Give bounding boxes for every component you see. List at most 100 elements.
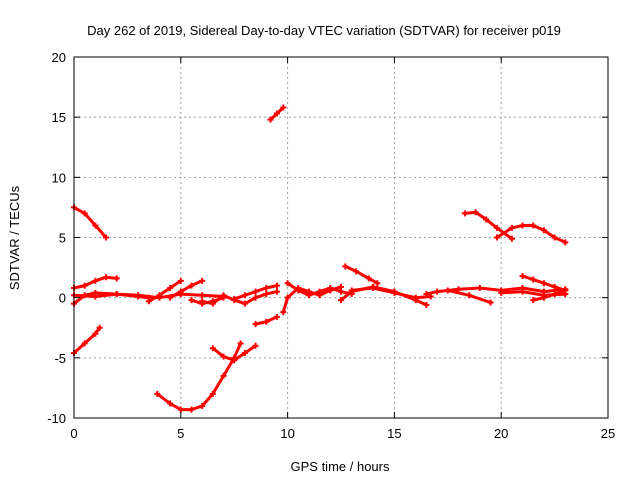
data-point bbox=[472, 209, 479, 216]
data-point bbox=[237, 340, 244, 347]
series-arc-1 bbox=[71, 204, 110, 241]
data-point bbox=[519, 273, 526, 280]
ticks: 0 5 10 15 20 25 -10 -5 0 5 10 15 20 bbox=[47, 50, 615, 441]
data-point bbox=[263, 318, 270, 325]
data-point bbox=[423, 291, 430, 298]
y-axis-label: SDTVAR / TECUs bbox=[7, 185, 22, 290]
series-arc-26 bbox=[530, 287, 569, 304]
data-point bbox=[551, 234, 558, 241]
series-arc-3 bbox=[71, 274, 120, 292]
data-point bbox=[199, 292, 206, 299]
data-point bbox=[241, 292, 248, 299]
data-point bbox=[81, 340, 88, 347]
data-point bbox=[177, 288, 184, 295]
data-point bbox=[199, 298, 206, 305]
data-point bbox=[562, 239, 569, 246]
series-layer bbox=[71, 104, 569, 413]
data-point bbox=[342, 263, 349, 270]
data-point bbox=[167, 285, 174, 292]
data-point bbox=[154, 390, 161, 397]
series-arc-4 bbox=[71, 289, 152, 307]
series-line bbox=[463, 210, 514, 241]
data-point bbox=[199, 402, 206, 409]
x-tick-label: 10 bbox=[280, 426, 294, 441]
data-point bbox=[167, 400, 174, 407]
data-point bbox=[267, 116, 274, 123]
data-point bbox=[241, 300, 248, 307]
series-line bbox=[424, 286, 567, 296]
data-point bbox=[92, 293, 99, 300]
data-point bbox=[483, 216, 490, 223]
data-point bbox=[156, 292, 163, 299]
data-point bbox=[391, 289, 398, 296]
data-point bbox=[231, 295, 238, 302]
data-point bbox=[455, 286, 462, 293]
data-point bbox=[145, 298, 152, 305]
data-point bbox=[177, 277, 184, 284]
data-point bbox=[540, 294, 547, 301]
data-point bbox=[338, 288, 344, 295]
y-tick-label: 0 bbox=[59, 291, 66, 306]
data-point bbox=[81, 210, 88, 217]
data-point bbox=[551, 291, 558, 298]
data-point bbox=[348, 287, 355, 294]
data-point bbox=[252, 288, 259, 295]
data-point bbox=[103, 274, 110, 281]
data-point bbox=[252, 294, 259, 301]
series-arc-19 bbox=[348, 285, 434, 301]
data-point bbox=[374, 280, 381, 287]
data-point bbox=[252, 321, 259, 328]
data-point bbox=[295, 287, 302, 294]
data-point bbox=[96, 324, 103, 331]
data-point bbox=[209, 390, 216, 397]
data-point bbox=[220, 353, 227, 360]
series-arc-2 bbox=[71, 324, 103, 357]
data-point bbox=[423, 301, 430, 308]
data-point bbox=[562, 287, 569, 294]
data-point bbox=[103, 234, 110, 241]
x-tick-label: 25 bbox=[601, 426, 615, 441]
data-point bbox=[273, 282, 280, 289]
series-line bbox=[168, 279, 204, 300]
data-point bbox=[327, 285, 334, 292]
series-arc-13 bbox=[252, 313, 280, 328]
data-point bbox=[466, 292, 473, 299]
data-point bbox=[519, 222, 526, 229]
data-point bbox=[135, 292, 142, 299]
data-point bbox=[273, 313, 280, 320]
data-point bbox=[519, 288, 526, 295]
data-point bbox=[167, 294, 174, 301]
x-tick-label: 15 bbox=[387, 426, 401, 441]
data-point bbox=[540, 280, 547, 287]
series-arc-22 bbox=[461, 209, 515, 242]
data-point bbox=[434, 288, 441, 295]
data-point bbox=[177, 406, 184, 413]
grid bbox=[74, 57, 608, 418]
data-point bbox=[220, 372, 227, 379]
series-arc-7 bbox=[167, 277, 206, 301]
data-point bbox=[530, 297, 537, 304]
chart-title: Day 262 of 2019, Sidereal Day-to-day VTE… bbox=[87, 23, 561, 38]
data-point bbox=[280, 104, 287, 111]
series-arc-9 bbox=[199, 288, 280, 307]
data-point bbox=[241, 350, 248, 357]
x-tick-label: 5 bbox=[177, 426, 184, 441]
data-point bbox=[188, 297, 195, 304]
data-point bbox=[487, 299, 494, 306]
y-tick-label: -5 bbox=[54, 351, 66, 366]
data-point bbox=[231, 357, 238, 364]
data-point bbox=[508, 224, 515, 231]
data-point bbox=[530, 276, 537, 283]
data-point bbox=[365, 275, 372, 282]
data-point bbox=[508, 235, 515, 242]
series-arc-14 bbox=[267, 104, 287, 123]
series-arc-18 bbox=[342, 263, 381, 287]
x-axis-label: GPS time / hours bbox=[291, 459, 390, 474]
series-arc-23 bbox=[493, 222, 569, 246]
data-point bbox=[461, 210, 468, 217]
data-point bbox=[476, 285, 483, 292]
x-tick-label: 20 bbox=[494, 426, 508, 441]
data-point bbox=[209, 345, 216, 352]
series-arc-5 bbox=[71, 291, 227, 301]
series-arc-11 bbox=[154, 340, 244, 413]
